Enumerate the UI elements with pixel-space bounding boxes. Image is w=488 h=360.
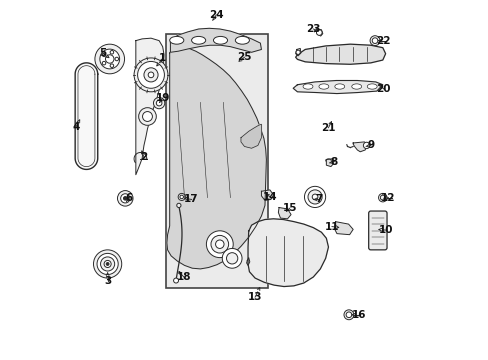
Circle shape [371, 38, 377, 44]
Text: 9: 9 [366, 140, 374, 150]
Text: 1: 1 [159, 53, 166, 63]
Polygon shape [247, 219, 328, 287]
Circle shape [380, 195, 385, 200]
Text: 15: 15 [282, 203, 296, 213]
Circle shape [222, 248, 242, 268]
Circle shape [304, 186, 325, 207]
Text: 3: 3 [104, 275, 111, 285]
Ellipse shape [169, 36, 183, 44]
Circle shape [148, 72, 154, 78]
Circle shape [110, 64, 113, 67]
Circle shape [206, 231, 233, 258]
Circle shape [178, 193, 185, 201]
Text: 16: 16 [351, 310, 366, 320]
Text: 25: 25 [237, 52, 251, 62]
Polygon shape [246, 258, 249, 265]
Circle shape [100, 49, 120, 69]
Circle shape [102, 61, 105, 65]
Circle shape [215, 240, 224, 248]
Circle shape [210, 235, 228, 253]
Ellipse shape [318, 84, 328, 89]
Circle shape [316, 30, 322, 35]
Text: 6: 6 [125, 193, 132, 203]
Polygon shape [325, 159, 333, 167]
Circle shape [143, 68, 158, 82]
Circle shape [346, 312, 351, 318]
Ellipse shape [235, 36, 249, 44]
Text: 12: 12 [381, 193, 395, 203]
Polygon shape [122, 193, 130, 201]
Circle shape [104, 260, 111, 267]
Circle shape [312, 194, 317, 200]
Circle shape [121, 194, 130, 203]
Circle shape [115, 57, 118, 61]
Bar [166, 33, 268, 288]
Circle shape [226, 253, 237, 264]
Ellipse shape [213, 36, 227, 44]
Circle shape [176, 203, 181, 207]
Circle shape [139, 108, 156, 125]
Polygon shape [316, 29, 322, 36]
Text: 22: 22 [376, 36, 390, 46]
Circle shape [117, 190, 133, 206]
Polygon shape [136, 38, 164, 175]
Circle shape [102, 53, 105, 57]
Text: 7: 7 [315, 194, 322, 204]
Ellipse shape [334, 84, 344, 89]
Circle shape [153, 98, 164, 109]
Ellipse shape [351, 84, 361, 89]
Ellipse shape [191, 36, 205, 44]
Circle shape [378, 193, 386, 202]
Circle shape [97, 253, 118, 275]
Polygon shape [295, 44, 385, 64]
Ellipse shape [303, 84, 312, 89]
Polygon shape [352, 142, 366, 152]
Circle shape [137, 62, 164, 88]
Text: 19: 19 [155, 93, 169, 103]
Polygon shape [334, 222, 352, 235]
Polygon shape [75, 63, 98, 170]
Circle shape [369, 36, 379, 46]
FancyBboxPatch shape [368, 211, 386, 250]
Text: 2: 2 [140, 152, 147, 162]
Circle shape [93, 250, 122, 278]
Polygon shape [166, 48, 266, 269]
Polygon shape [293, 81, 382, 94]
Polygon shape [278, 207, 290, 219]
Circle shape [142, 112, 152, 121]
Text: 20: 20 [376, 84, 390, 94]
Text: 11: 11 [324, 221, 339, 231]
Text: 14: 14 [262, 192, 277, 202]
Polygon shape [295, 48, 300, 56]
Polygon shape [261, 190, 273, 201]
Text: 8: 8 [330, 157, 337, 167]
Circle shape [95, 44, 124, 74]
Circle shape [173, 278, 178, 283]
Circle shape [180, 195, 183, 199]
Circle shape [307, 190, 322, 204]
Polygon shape [241, 124, 261, 148]
Circle shape [110, 50, 113, 54]
Text: 18: 18 [176, 272, 191, 282]
Text: 23: 23 [305, 24, 320, 34]
Text: 13: 13 [247, 292, 262, 302]
Ellipse shape [366, 84, 376, 89]
Polygon shape [170, 28, 261, 52]
Circle shape [101, 257, 114, 271]
Circle shape [123, 197, 127, 200]
Polygon shape [307, 190, 324, 203]
Circle shape [295, 50, 300, 54]
Circle shape [363, 142, 369, 149]
Text: 17: 17 [184, 194, 199, 204]
Circle shape [106, 262, 109, 265]
Circle shape [343, 310, 353, 320]
Text: 24: 24 [208, 10, 223, 20]
Circle shape [105, 55, 114, 63]
Circle shape [156, 100, 162, 106]
Text: 21: 21 [321, 123, 335, 133]
Text: 4: 4 [72, 122, 80, 132]
Circle shape [134, 58, 167, 92]
Text: 10: 10 [378, 225, 392, 235]
Text: 5: 5 [99, 48, 106, 58]
